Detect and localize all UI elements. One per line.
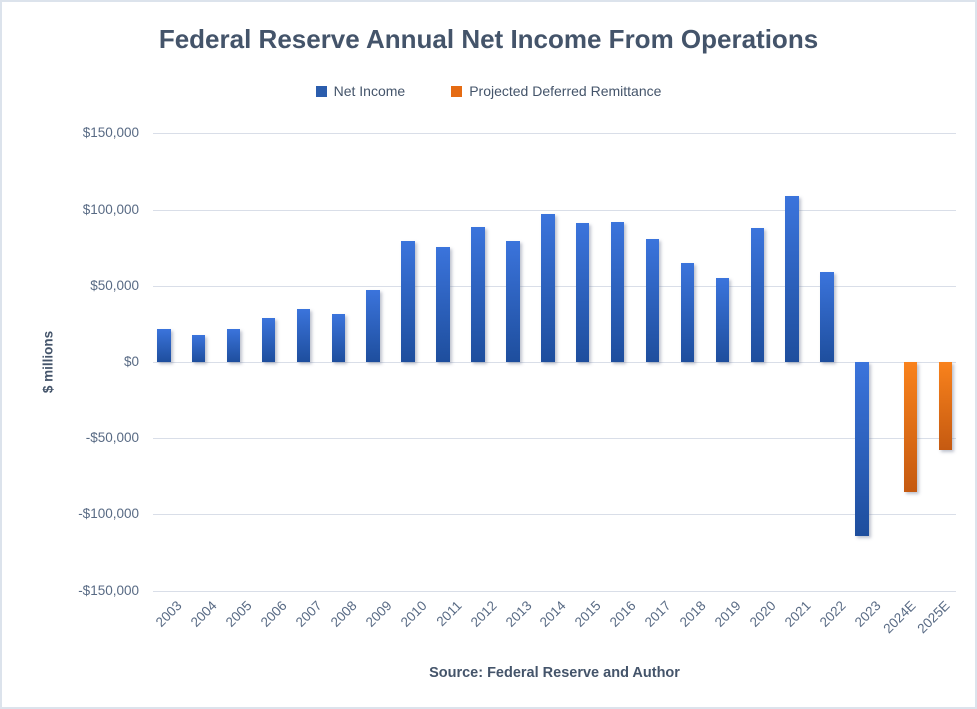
bar-2017 [645, 239, 660, 362]
gridline-0 [153, 362, 956, 363]
bar-2016 [610, 221, 625, 362]
x-axis-tick-label-2019: 2019 [711, 598, 744, 630]
x-axis-tick-label-2017: 2017 [641, 598, 674, 630]
x-axis-tick-label-2015: 2015 [572, 598, 605, 630]
x-axis-tick-label-2003: 2003 [153, 598, 186, 630]
net-income-swatch-icon [315, 85, 327, 97]
x-axis-tick-label-2014: 2014 [537, 598, 570, 630]
bar-2024E [903, 362, 918, 492]
legend-item-net-income: Net Income [315, 83, 406, 99]
y-axis-tick-label-50000: $50,000 [90, 277, 139, 293]
bar-2015 [575, 222, 590, 362]
source-note: Source: Federal Reserve and Author [429, 665, 680, 681]
legend: Net Income Projected Deferred Remittance [2, 83, 975, 99]
x-axis-tick-label-2006: 2006 [257, 598, 290, 630]
y-axis-tick-label--100000: -$100,000 [78, 506, 139, 522]
gridline-150000 [153, 133, 956, 135]
bar-2010 [401, 241, 415, 362]
x-axis-tick-label-2005: 2005 [223, 598, 255, 630]
bar-2004 [191, 334, 206, 362]
gridline--50000 [153, 438, 956, 440]
gridline-100000 [153, 209, 956, 211]
x-axis-tick-label-2016: 2016 [607, 598, 639, 630]
legend-item-projected-deferred-remittance: Projected Deferred Remittance [451, 83, 661, 99]
x-axis-tick-label-2012: 2012 [467, 598, 500, 630]
bar-2013 [506, 240, 520, 362]
x-axis-tick-label-2023: 2023 [851, 598, 884, 630]
bar-2007 [296, 309, 311, 362]
projected-deferred-remittance-swatch-icon [451, 85, 463, 97]
x-axis-tick-label-2013: 2013 [502, 598, 535, 630]
y-axis-tick-label-100000: $100,000 [82, 201, 139, 217]
x-axis-tick-label-2007: 2007 [292, 598, 325, 630]
bar-2021 [785, 195, 799, 362]
bar-2020 [750, 227, 764, 362]
bar-2005 [226, 329, 241, 362]
bar-2003 [157, 328, 171, 362]
x-axis-tick-label-2024E: 2024E [879, 598, 919, 637]
x-axis-tick-label-2018: 2018 [676, 598, 709, 630]
y-axis-tick-label--150000: -$150,000 [78, 582, 139, 598]
bar-2009 [366, 289, 380, 362]
bar-2014 [541, 214, 555, 362]
bar-2023 [855, 362, 869, 537]
legend-label-projected-deferred-remittance: Projected Deferred Remittance [469, 83, 662, 99]
gridline-50000 [153, 285, 956, 287]
chart-title: Federal Reserve Annual Net Income From O… [158, 24, 819, 54]
x-axis-tick-label-2004: 2004 [188, 598, 221, 630]
x-axis-tick-label-2010: 2010 [397, 598, 430, 630]
x-axis-tick-label-2020: 2020 [746, 598, 779, 630]
x-axis-tick-label-2022: 2022 [816, 598, 849, 630]
bar-2008 [331, 313, 345, 362]
bar-2012 [471, 227, 485, 362]
gridline--100000 [153, 514, 956, 516]
y-axis-tick-label-0: $0 [123, 354, 139, 369]
x-axis-tick-label-2021: 2021 [781, 598, 814, 630]
x-axis-tick-label-2025E: 2025E [914, 598, 954, 637]
y-axis-tick-label-150000: $150,000 [82, 125, 139, 141]
bar-2019 [715, 278, 730, 362]
x-axis-tick-label-2008: 2008 [327, 598, 360, 630]
x-axis-tick-label-2011: 2011 [433, 598, 465, 630]
bar-2006 [261, 317, 276, 362]
y-axis-tick-label--50000: -$50,000 [85, 430, 139, 446]
bar-2011 [436, 247, 450, 362]
x-axis-tick-label-2009: 2009 [362, 598, 395, 630]
bar-2025E [938, 362, 952, 451]
gridline--150000 [153, 590, 956, 592]
bar-2018 [680, 262, 695, 362]
bar-2022 [820, 272, 834, 362]
legend-label-net-income: Net Income [333, 83, 406, 99]
